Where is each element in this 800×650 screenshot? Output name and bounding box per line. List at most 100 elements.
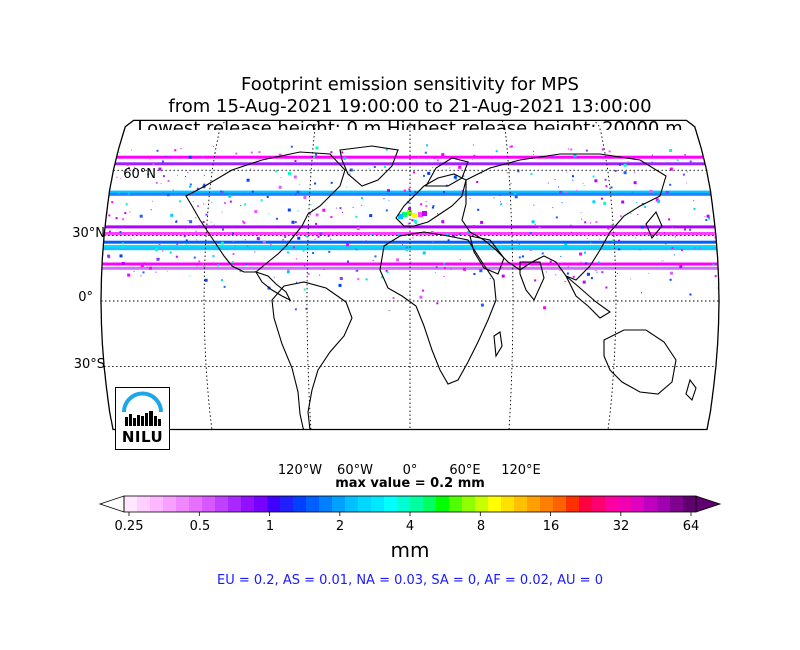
scandinavia-coast (425, 157, 469, 187)
europe-coast (395, 173, 467, 227)
title-line-1: Footprint emission sensitivity for MPS (241, 74, 579, 95)
emission-band (101, 155, 719, 159)
lon-label-0: 0° (402, 463, 418, 478)
new-zealand-coast (685, 378, 697, 402)
cbar-tick-1: 0.5 (189, 519, 211, 534)
colorbar-cell (644, 496, 658, 512)
hotspot-cell (412, 213, 417, 218)
emission-band (101, 232, 719, 235)
emission-band (101, 240, 719, 244)
title-line-2: from 15-Aug-2021 19:00:00 to 21-Aug-2021… (168, 96, 652, 117)
logo-text: NILU (121, 428, 164, 446)
graticule (101, 120, 719, 430)
colorbar-cell (345, 496, 359, 512)
colorbar-cell (397, 496, 411, 512)
colorbar-cell (514, 496, 528, 512)
colorbar-cell (254, 496, 268, 512)
cbar-tick-8: 64 (682, 519, 700, 534)
lon-label-60w: 60°W (337, 463, 373, 478)
colorbar-cell (462, 496, 476, 512)
colorbar-cell (449, 496, 463, 512)
colorbar-cell (358, 496, 372, 512)
colorbar-cell (436, 496, 450, 512)
meridian-line (203, 120, 232, 430)
lat-label-60n: 60°N (123, 167, 156, 182)
cbar-tick-2: 1 (265, 519, 275, 534)
central-america-coast (254, 271, 292, 302)
south-america-coast (271, 281, 353, 430)
hotspot-cell (398, 214, 403, 219)
colorbar-cell (566, 496, 580, 512)
nilu-logo-graphic (122, 391, 163, 426)
arabia-coast (469, 235, 505, 275)
region-summary: EU = 0.2, AS = 0.01, NA = 0.03, SA = 0, … (217, 573, 603, 588)
colorbar-max-extension (695, 495, 722, 513)
colorbar-cell (189, 496, 203, 512)
africa-coast (379, 231, 497, 385)
coastlines (185, 145, 697, 430)
lat-label-30s: 30°S (73, 357, 105, 372)
colorbar-cell (293, 496, 307, 512)
hotspot-cell (402, 212, 407, 217)
meridian-line (588, 120, 617, 430)
colorbar-cell (683, 496, 697, 512)
colorbar-cell (319, 496, 333, 512)
max-value-label: max value = 0.2 mm (335, 476, 485, 491)
colorbar-cell (657, 496, 671, 512)
emission-speckles (107, 144, 719, 312)
colorbar-cell (605, 496, 619, 512)
lon-label-120e: 120°E (501, 463, 541, 478)
cbar-tick-4: 4 (405, 519, 415, 534)
india-coast (519, 261, 545, 302)
asia-coast (461, 153, 667, 281)
colorbar-cell (215, 496, 229, 512)
colorbar-cell (670, 496, 684, 512)
colorbar-cell (280, 496, 294, 512)
colorbar-cell (332, 496, 346, 512)
colorbar-cell (618, 496, 632, 512)
emission-band (101, 247, 719, 251)
cbar-tick-7: 32 (612, 519, 630, 534)
emission-band (101, 192, 719, 196)
hotspot-cell (418, 212, 423, 217)
colorbar-cell (592, 496, 606, 512)
colorbar-cell (475, 496, 489, 512)
lon-label-60e: 60°E (449, 463, 481, 478)
colorbar-cell (631, 496, 645, 512)
colorbar-cell (150, 496, 164, 512)
colorbar-cell (176, 496, 190, 512)
colorbar-min-extension (98, 495, 125, 513)
colorbar-cell (423, 496, 437, 512)
colorbar-cell (202, 496, 216, 512)
colorbar-units: mm (390, 538, 430, 562)
lat-label-0: 0° (78, 290, 93, 305)
japan-coast (645, 210, 663, 240)
hotspot-cell (407, 210, 412, 215)
cbar-tick-6: 16 (542, 519, 560, 534)
nilu-logo: NILU (115, 387, 170, 450)
greenland-coast (339, 145, 399, 187)
colorbar-cell (163, 496, 177, 512)
colorbar-cell (124, 496, 138, 512)
cbar-tick-0: 0.25 (114, 519, 144, 534)
southeast-asia-coast (565, 275, 612, 319)
cbar-tick-3: 2 (335, 519, 345, 534)
north-america-coast (185, 151, 346, 273)
australia-coast (603, 329, 677, 395)
lat-label-30n: 30°N (72, 226, 105, 241)
colorbar-cell (371, 496, 385, 512)
emission-band (101, 266, 719, 270)
lon-label-120w: 120°W (277, 463, 323, 478)
emission-band (101, 190, 719, 194)
colorbar-cell (384, 496, 398, 512)
map-boundary (100, 119, 720, 431)
colorbar-cell (488, 496, 502, 512)
colorbar-cell (553, 496, 567, 512)
colorbar-cell (579, 496, 593, 512)
colorbar-cell (527, 496, 541, 512)
colorbar-cell (410, 496, 424, 512)
colorbar-cell (501, 496, 515, 512)
hotspot-cell (422, 211, 427, 216)
